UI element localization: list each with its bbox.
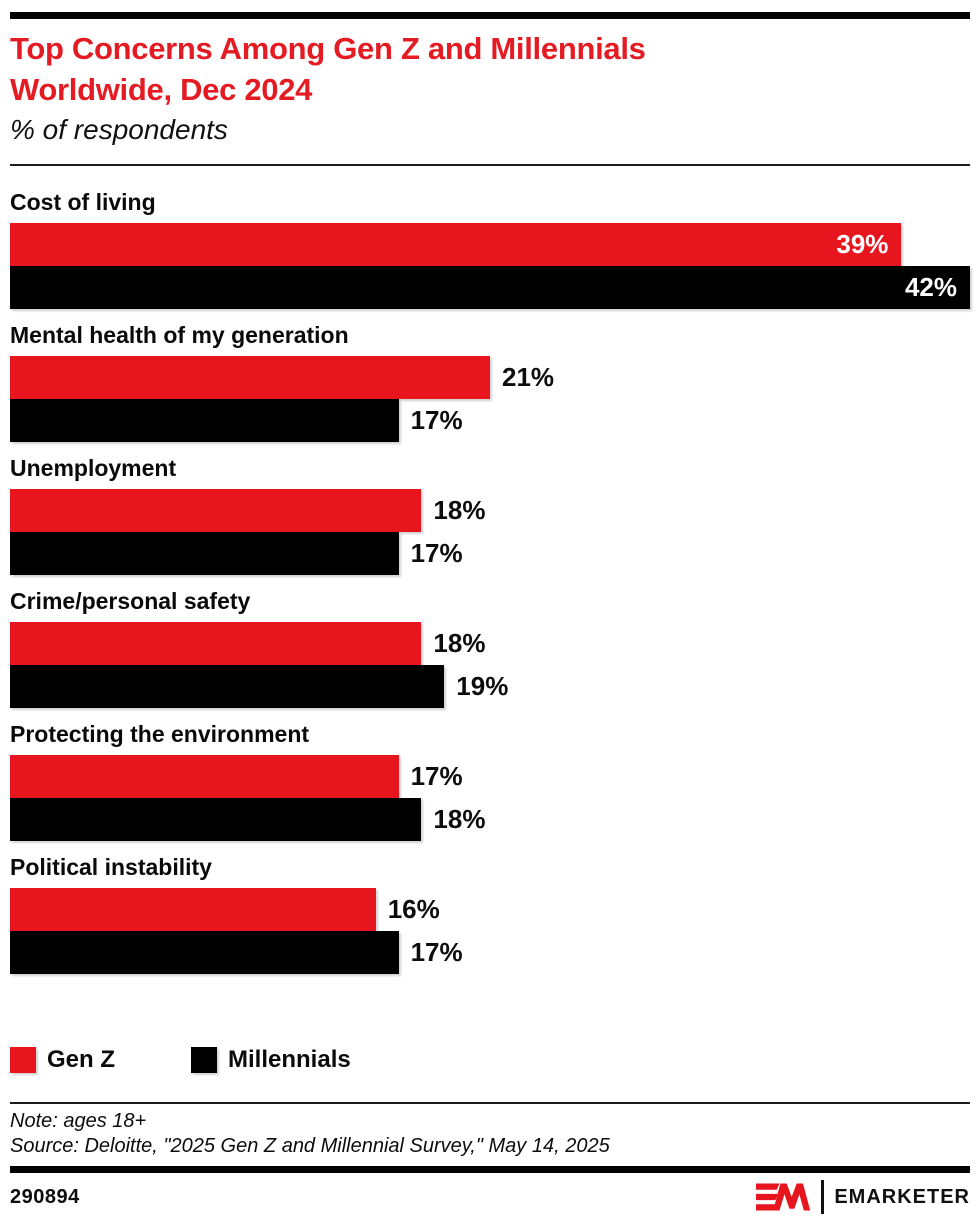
bar bbox=[10, 622, 422, 665]
category-label: Mental health of my generation bbox=[10, 322, 349, 348]
chart-title: Top Concerns Among Gen Z and Millennials… bbox=[10, 28, 970, 110]
bar-group: Mental health of my generation 21% 17% bbox=[10, 322, 970, 442]
bar bbox=[10, 399, 399, 442]
bar-row: 16% bbox=[10, 888, 970, 931]
bar bbox=[10, 798, 422, 841]
bar-value-label: 18% bbox=[433, 495, 486, 525]
top-rule bbox=[10, 12, 970, 19]
bar-value-label: 19% bbox=[456, 671, 509, 701]
chart-subtitle: % of respondents bbox=[10, 114, 228, 145]
bar bbox=[10, 888, 376, 931]
bar-group: Unemployment 18% 17% bbox=[10, 455, 970, 575]
bar bbox=[10, 532, 399, 575]
bar-value-label: 17% bbox=[410, 761, 463, 791]
category-label: Unemployment bbox=[10, 455, 177, 481]
legend-item: Millennials bbox=[191, 1046, 351, 1074]
bar bbox=[10, 755, 399, 798]
chart-id: 290894 bbox=[10, 1185, 80, 1208]
category-label: Political instability bbox=[10, 854, 212, 880]
bar-value-label: 18% bbox=[433, 804, 486, 834]
bar-value-label: 17% bbox=[410, 538, 463, 568]
bar: 39% bbox=[10, 223, 902, 266]
bar bbox=[10, 665, 445, 708]
legend-item: Gen Z bbox=[10, 1046, 115, 1074]
bar-row: 18% bbox=[10, 489, 970, 532]
category-label: Cost of living bbox=[10, 189, 156, 215]
notes-divider bbox=[10, 1102, 970, 1104]
brand-divider bbox=[821, 1180, 825, 1214]
bar-row: 18% bbox=[10, 798, 970, 841]
bar-group: Cost of living 39% 42% bbox=[10, 189, 970, 309]
legend-swatch bbox=[10, 1047, 36, 1073]
bar-value-label: 17% bbox=[410, 937, 463, 967]
brand-lockup: EMARKETER bbox=[756, 1180, 970, 1214]
bar-group: Protecting the environment 17% 18% bbox=[10, 721, 970, 841]
chart-title-line2: Worldwide, Dec 2024 bbox=[10, 72, 313, 107]
header-divider bbox=[10, 164, 970, 166]
bar-row: 17% bbox=[10, 532, 970, 575]
bar-value-label: 16% bbox=[387, 894, 440, 924]
bar-chart: Cost of living 39% 42% Mental health of my … bbox=[10, 189, 970, 974]
footer-row: 290894 EMARKETER bbox=[10, 1180, 970, 1214]
brand-wordmark: EMARKETER bbox=[834, 1185, 970, 1208]
bottom-rule bbox=[10, 1166, 970, 1173]
legend-swatch bbox=[191, 1047, 218, 1073]
bar-row: 21% bbox=[10, 356, 970, 399]
chart-notes: Note: ages 18+ Source: Deloitte, "2025 G… bbox=[10, 1109, 970, 1159]
bar bbox=[10, 356, 490, 399]
bar-row: 17% bbox=[10, 399, 970, 442]
category-label: Crime/personal safety bbox=[10, 588, 251, 614]
bar: 42% bbox=[10, 266, 970, 309]
emarketer-logo-icon bbox=[756, 1183, 811, 1211]
bar-group: Political instability 16% 17% bbox=[10, 854, 970, 974]
chart-legend: Gen Z Millennials bbox=[10, 1046, 970, 1074]
bar-row: 39% bbox=[10, 223, 970, 266]
bar-row: 17% bbox=[10, 755, 970, 798]
bar-group: Crime/personal safety 18% 19% bbox=[10, 588, 970, 708]
bar-row: 18% bbox=[10, 622, 970, 665]
bar-value-label: 21% bbox=[502, 362, 555, 392]
note-line: Note: ages 18+ bbox=[10, 1110, 147, 1132]
legend-label: Gen Z bbox=[47, 1046, 116, 1073]
bar-row: 19% bbox=[10, 665, 970, 708]
bar-value-label: 42% bbox=[904, 272, 957, 302]
bar-value-label: 17% bbox=[410, 405, 463, 435]
chart-title-line1: Top Concerns Among Gen Z and Millennials bbox=[10, 31, 646, 66]
bar bbox=[10, 489, 422, 532]
bar-row: 17% bbox=[10, 931, 970, 974]
bar bbox=[10, 931, 399, 974]
bar-value-label: 18% bbox=[433, 628, 486, 658]
category-label: Protecting the environment bbox=[10, 721, 310, 747]
bar-value-label: 39% bbox=[836, 229, 889, 259]
source-line: Source: Deloitte, "2025 Gen Z and Millen… bbox=[10, 1135, 610, 1157]
legend-label: Millennials bbox=[228, 1046, 351, 1073]
bar-row: 42% bbox=[10, 266, 970, 309]
